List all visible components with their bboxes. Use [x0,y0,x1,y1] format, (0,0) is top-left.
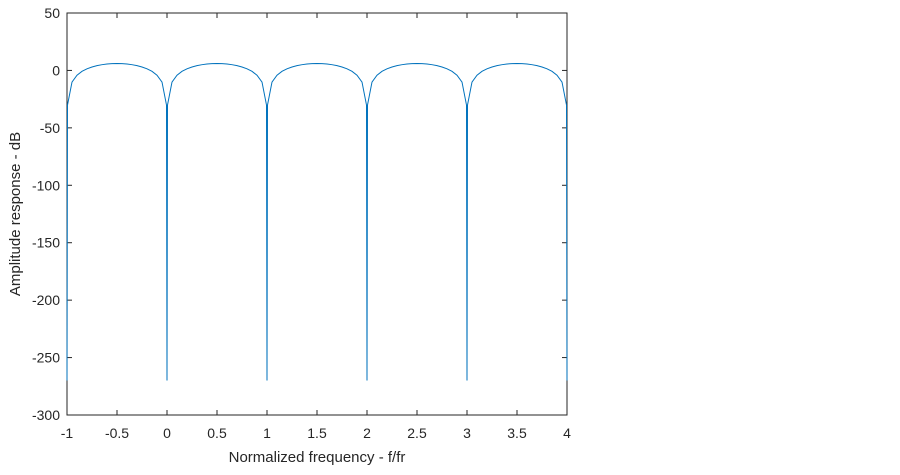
y-tick-label: 0 [52,62,60,78]
x-axis-label: Normalized frequency - f/fr [229,449,406,466]
y-tick-label: -100 [32,177,60,193]
x-tick-label: -0.5 [105,425,129,441]
y-tick-label: -150 [32,235,60,251]
y-tick-label: -200 [32,292,60,308]
plot-area [66,12,568,416]
x-tick-label: 0.5 [207,425,227,441]
x-tick-label: -1 [61,425,74,441]
x-tick-label: 0 [163,425,171,441]
y-tick-label: -300 [32,407,60,423]
y-tick-label: 50 [44,5,60,21]
line-series [66,63,568,381]
y-axis-label: Amplitude response - dB [7,132,24,296]
y-tick-label: -50 [40,120,60,136]
x-tick-label: 1 [263,425,271,441]
x-tick-label: 3.5 [507,425,527,441]
x-tick-label: 2 [363,425,371,441]
x-tick-label: 4 [563,425,571,441]
x-tick-label: 3 [463,425,471,441]
x-tick-label: 1.5 [307,425,327,441]
x-tick-label: 2.5 [407,425,427,441]
y-tick-label: -250 [32,350,60,366]
